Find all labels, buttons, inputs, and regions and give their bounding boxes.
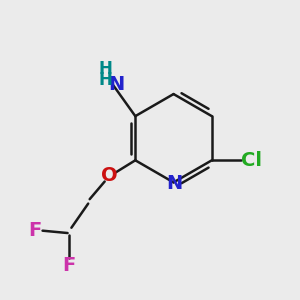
Text: H: H (98, 71, 112, 89)
Text: Cl: Cl (241, 151, 262, 170)
Text: F: F (62, 256, 76, 275)
Text: N: N (109, 74, 125, 94)
Text: H: H (98, 60, 112, 78)
Text: O: O (101, 166, 118, 185)
Text: N: N (166, 174, 182, 194)
Text: F: F (28, 221, 42, 240)
